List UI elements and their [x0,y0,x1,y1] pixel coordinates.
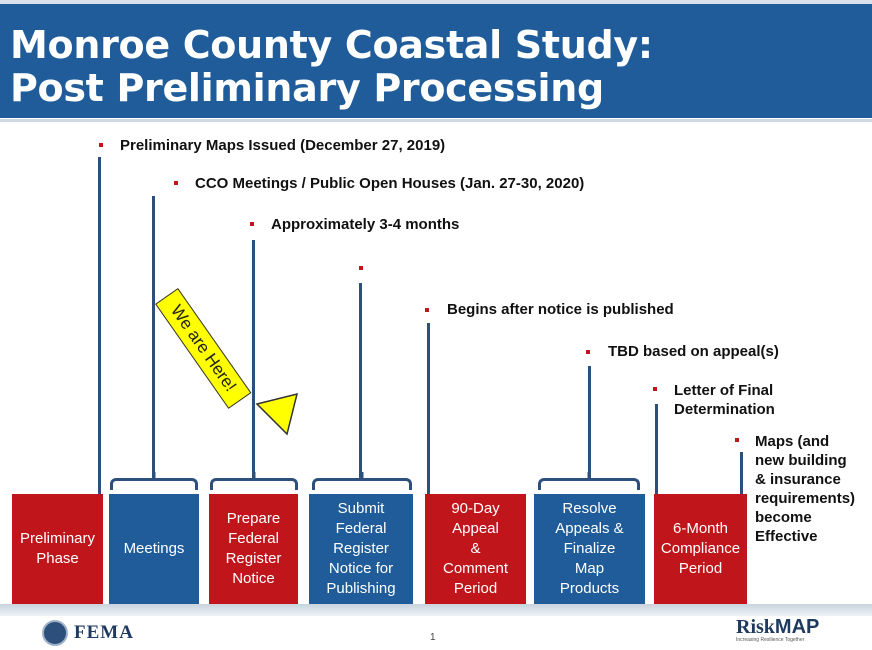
step-resolve-appeals: Resolve Appeals & Finalize Map Products [534,494,645,604]
annotation-lfd: Letter of Final Determination [674,382,775,418]
timeline-line-preliminary-maps [98,157,101,494]
timeline-line-tbd-appeals [588,366,591,478]
bullet-dot [99,143,103,147]
slide-header: Monroe County Coastal Study: Post Prelim… [0,0,872,118]
timeline-line-appeal-begins [427,323,430,494]
annotation-effective: Maps (and new building & insurance requi… [755,433,856,545]
step-compliance-period: 6-Month Compliance Period [654,494,747,604]
step-label: Meetings [123,540,185,557]
footer-band [0,604,872,616]
step-label: 6-Month Compliance Period [660,520,741,577]
annotation-preliminary-maps: Preliminary Maps Issued (December 27, 20… [120,137,446,154]
timeline-line-3-4-months [252,240,255,478]
step-appeal-period: 90-Day Appeal & Comment Period [425,494,526,604]
step-meetings: Meetings [109,494,199,604]
riskmap-logo: RiskMAP Increasing Resilience Together [736,616,819,643]
bullet-dot [653,387,657,391]
step-label: Preliminary Phase [19,530,95,567]
title-line-2: Post Preliminary Processing [10,66,604,110]
callout-arrowhead-icon [255,392,299,436]
timeline-line-lfd [655,404,658,494]
callout-text: We are Here! [166,301,241,395]
step-label: 90-Day Appeal & Comment Period [442,500,509,597]
riskmap-map: MAP [774,616,820,638]
fema-wordmark: FEMA [74,622,134,643]
slide-title: Monroe County Coastal Study: Post Prelim… [10,24,653,110]
annotation-tbd-appeals: TBD based on appeal(s) [608,343,779,360]
brace-meetings [110,478,198,490]
bullet-dot [174,181,178,185]
riskmap-wordmark: RiskMAP [736,616,819,639]
timeline-line-cco-meetings [152,196,155,478]
title-line-1: Monroe County Coastal Study: [10,23,653,67]
step-label: Resolve Appeals & Finalize Map Products [555,500,624,597]
we-are-here-callout: We are Here! [155,288,252,409]
bullet-dot [425,308,429,312]
page-number: 1 [430,632,436,643]
bullet-dot [250,222,254,226]
timeline-line-effective [740,452,743,494]
fema-seal-icon [42,620,68,646]
brace-submit-notice [312,478,412,490]
step-prepare-notice: Prepare Federal Register Notice [209,494,298,604]
riskmap-risk: Risk [736,616,775,638]
bullet-dot [735,438,739,442]
header-rule [0,119,872,122]
annotation-cco-meetings: CCO Meetings / Public Open Houses (Jan. … [195,175,585,192]
bullet-dot [359,266,363,270]
timeline-line-submit-notice [359,283,362,478]
bullet-dot [586,350,590,354]
step-label: Prepare Federal Register Notice [225,510,282,587]
fema-logo: FEMA [42,620,134,646]
annotation-3-4-months: Approximately 3-4 months [271,216,460,233]
annotation-appeal-begins: Begins after notice is published [447,301,674,318]
step-preliminary-phase: Preliminary Phase [12,494,103,604]
step-label: Submit Federal Register Notice for Publi… [326,500,396,597]
step-submit-notice: Submit Federal Register Notice for Publi… [309,494,413,604]
brace-resolve-appeals [538,478,640,490]
riskmap-tagline: Increasing Resilience Together [736,637,805,643]
brace-prepare-notice [210,478,298,490]
